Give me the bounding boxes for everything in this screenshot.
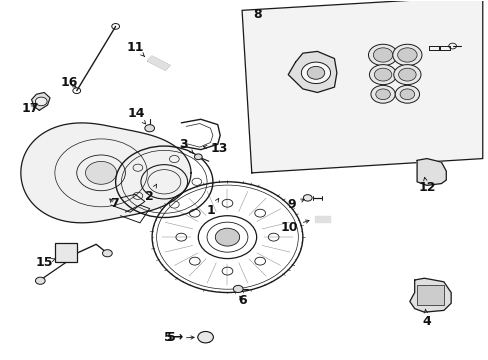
- Text: 8: 8: [253, 8, 262, 21]
- Text: 10: 10: [280, 220, 308, 234]
- Text: 4: 4: [422, 309, 430, 328]
- Circle shape: [370, 85, 394, 103]
- Polygon shape: [242, 0, 482, 173]
- Text: 11: 11: [126, 41, 144, 57]
- Polygon shape: [147, 56, 169, 70]
- Bar: [416, 285, 443, 305]
- Circle shape: [369, 64, 396, 85]
- Polygon shape: [21, 123, 191, 223]
- Text: 7: 7: [110, 197, 118, 211]
- Circle shape: [144, 125, 154, 132]
- Circle shape: [373, 68, 391, 81]
- Text: 15: 15: [35, 256, 56, 269]
- Polygon shape: [314, 216, 329, 222]
- Text: 9: 9: [287, 198, 304, 211]
- Circle shape: [233, 285, 243, 293]
- Circle shape: [368, 44, 397, 66]
- Circle shape: [301, 62, 330, 84]
- Circle shape: [399, 89, 414, 100]
- Polygon shape: [31, 93, 50, 111]
- Bar: [55, 243, 77, 262]
- Circle shape: [215, 228, 239, 246]
- Circle shape: [35, 97, 47, 106]
- Circle shape: [392, 44, 421, 66]
- Circle shape: [394, 85, 419, 103]
- Circle shape: [85, 161, 116, 184]
- Circle shape: [194, 154, 202, 159]
- Circle shape: [375, 89, 389, 100]
- Text: 13: 13: [203, 143, 227, 156]
- Polygon shape: [287, 51, 336, 93]
- Circle shape: [198, 332, 213, 343]
- Text: 17: 17: [22, 102, 39, 115]
- Circle shape: [102, 249, 112, 257]
- Circle shape: [397, 48, 416, 62]
- Polygon shape: [409, 278, 450, 312]
- Text: 2: 2: [145, 184, 156, 203]
- Text: 5: 5: [166, 332, 175, 345]
- Circle shape: [35, 277, 45, 284]
- Circle shape: [398, 68, 415, 81]
- Text: 1: 1: [205, 198, 218, 217]
- Text: 16: 16: [61, 76, 78, 89]
- Text: 14: 14: [127, 107, 145, 124]
- Text: 5→: 5→: [164, 332, 183, 345]
- Circle shape: [372, 48, 392, 62]
- Circle shape: [393, 64, 420, 85]
- Text: 6: 6: [237, 294, 246, 307]
- Polygon shape: [416, 158, 446, 185]
- Circle shape: [306, 66, 324, 79]
- Text: 12: 12: [417, 177, 435, 194]
- Text: 3: 3: [179, 138, 193, 153]
- Circle shape: [303, 195, 311, 201]
